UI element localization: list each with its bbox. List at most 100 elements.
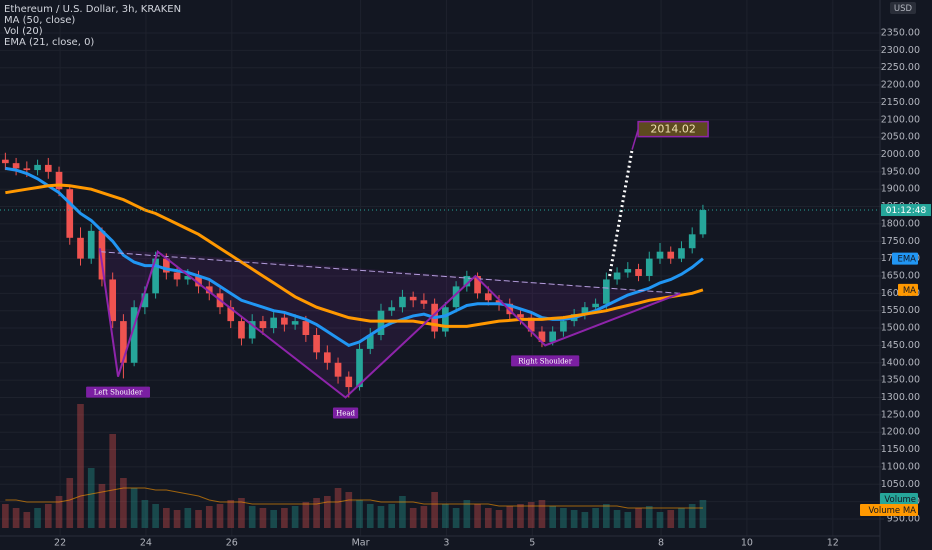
candle-body — [442, 307, 449, 332]
countdown-box — [881, 204, 931, 217]
y-tick-label: 2000.00 — [881, 149, 920, 160]
currency[interactable]: USD — [894, 4, 913, 14]
candle-body — [409, 296, 417, 301]
volume-bar — [570, 510, 578, 528]
candle-body — [635, 269, 642, 276]
candle-body — [323, 352, 331, 363]
countdown: 01:12:48 — [886, 206, 927, 216]
y-tick-label: 1350.00 — [881, 375, 920, 386]
volume-bar — [603, 504, 610, 528]
candle-body — [356, 348, 363, 388]
pattern-label: Right Shoulder — [518, 357, 572, 365]
volume-bar — [44, 504, 52, 528]
volume-bar — [495, 510, 503, 528]
volume-bar — [667, 510, 675, 528]
x-tick-label: Mar — [352, 538, 370, 549]
candle-body — [656, 251, 664, 259]
volume-bar — [560, 508, 567, 528]
candle-body — [366, 335, 374, 349]
y-tick-label: 1050.00 — [881, 479, 920, 490]
candle-body — [377, 310, 385, 335]
volume-bar — [474, 504, 481, 528]
volume-bar — [195, 510, 202, 528]
candle-body — [603, 279, 610, 304]
candle-body — [667, 251, 675, 259]
volume-bar — [656, 512, 664, 528]
volume-bar — [130, 488, 138, 528]
candle-body — [259, 321, 267, 329]
volume-bar — [2, 504, 9, 528]
x-tick-label: 3 — [443, 538, 449, 549]
indicator-label: Vol (20) — [4, 26, 43, 37]
candle-body — [581, 307, 589, 315]
y-tick-label: 1950.00 — [881, 166, 920, 177]
volume-bar — [581, 512, 589, 528]
candle-body — [23, 168, 31, 171]
candle-body — [205, 286, 213, 294]
volume-bar — [356, 500, 363, 528]
volume-bar — [281, 508, 288, 528]
y-tick-label: 1750.00 — [881, 236, 920, 247]
candle-body — [248, 321, 256, 339]
candle-body — [130, 307, 138, 363]
candle-body — [484, 293, 492, 301]
volume-bar — [120, 478, 127, 528]
y-tick-label: 1500.00 — [881, 323, 920, 334]
currency-box[interactable] — [890, 2, 916, 14]
target-label: 2014.02 — [650, 123, 696, 136]
volume-bar — [66, 478, 74, 528]
volume-bar — [624, 512, 632, 528]
volume-bar — [109, 434, 117, 528]
volume-bar — [184, 508, 192, 528]
y-tick-label: 2250.00 — [881, 62, 920, 73]
volume-bar — [345, 492, 353, 528]
candle-body — [12, 163, 20, 169]
y-tick-label: 2350.00 — [881, 27, 920, 38]
y-tick-label: 1300.00 — [881, 392, 920, 403]
volume-bar — [259, 508, 267, 528]
candle-body — [420, 300, 428, 304]
y-tick-label: 1400.00 — [881, 357, 920, 368]
candle-body — [238, 321, 245, 339]
volume-bar — [334, 488, 342, 528]
candle-body — [270, 317, 277, 329]
volume-bar — [442, 504, 449, 528]
series-tag-box — [892, 252, 918, 265]
candle-body — [688, 234, 696, 249]
x-tick-label: 26 — [226, 538, 238, 549]
candle-body — [195, 275, 202, 287]
candle-body — [388, 307, 396, 311]
candle-body — [120, 321, 127, 363]
volume-ma-line — [5, 487, 703, 509]
y-tick-label: 1900.00 — [881, 184, 920, 195]
candle-body — [163, 258, 170, 273]
volume-bar — [216, 504, 224, 528]
candle-body — [152, 258, 159, 294]
candle-body — [549, 331, 557, 342]
candle-body — [141, 293, 149, 308]
volume-bar — [613, 510, 621, 528]
volume-bar — [517, 504, 524, 528]
volume-bar — [23, 512, 31, 528]
candle-body — [645, 258, 653, 276]
volume-bar — [34, 508, 41, 528]
volume-bar — [388, 504, 396, 528]
candle-body — [77, 237, 84, 259]
y-tick-label: 2050.00 — [881, 132, 920, 143]
candle-body — [613, 272, 621, 280]
x-tick-label: 8 — [658, 538, 664, 549]
candle-body — [34, 164, 41, 171]
volume-tag: Volume — [884, 495, 916, 505]
target-connector — [631, 129, 639, 150]
volume-bar — [549, 506, 557, 528]
volume-bar — [484, 508, 492, 528]
pattern-label-box — [332, 407, 359, 419]
volume-bar — [77, 404, 84, 528]
candle-body — [66, 189, 74, 238]
candle-body — [87, 230, 95, 259]
volume-bar — [12, 508, 20, 528]
volume-bar — [463, 500, 471, 528]
volume-ma-tag: Volume MA — [869, 506, 917, 516]
y-tick-label: 2200.00 — [881, 80, 920, 91]
